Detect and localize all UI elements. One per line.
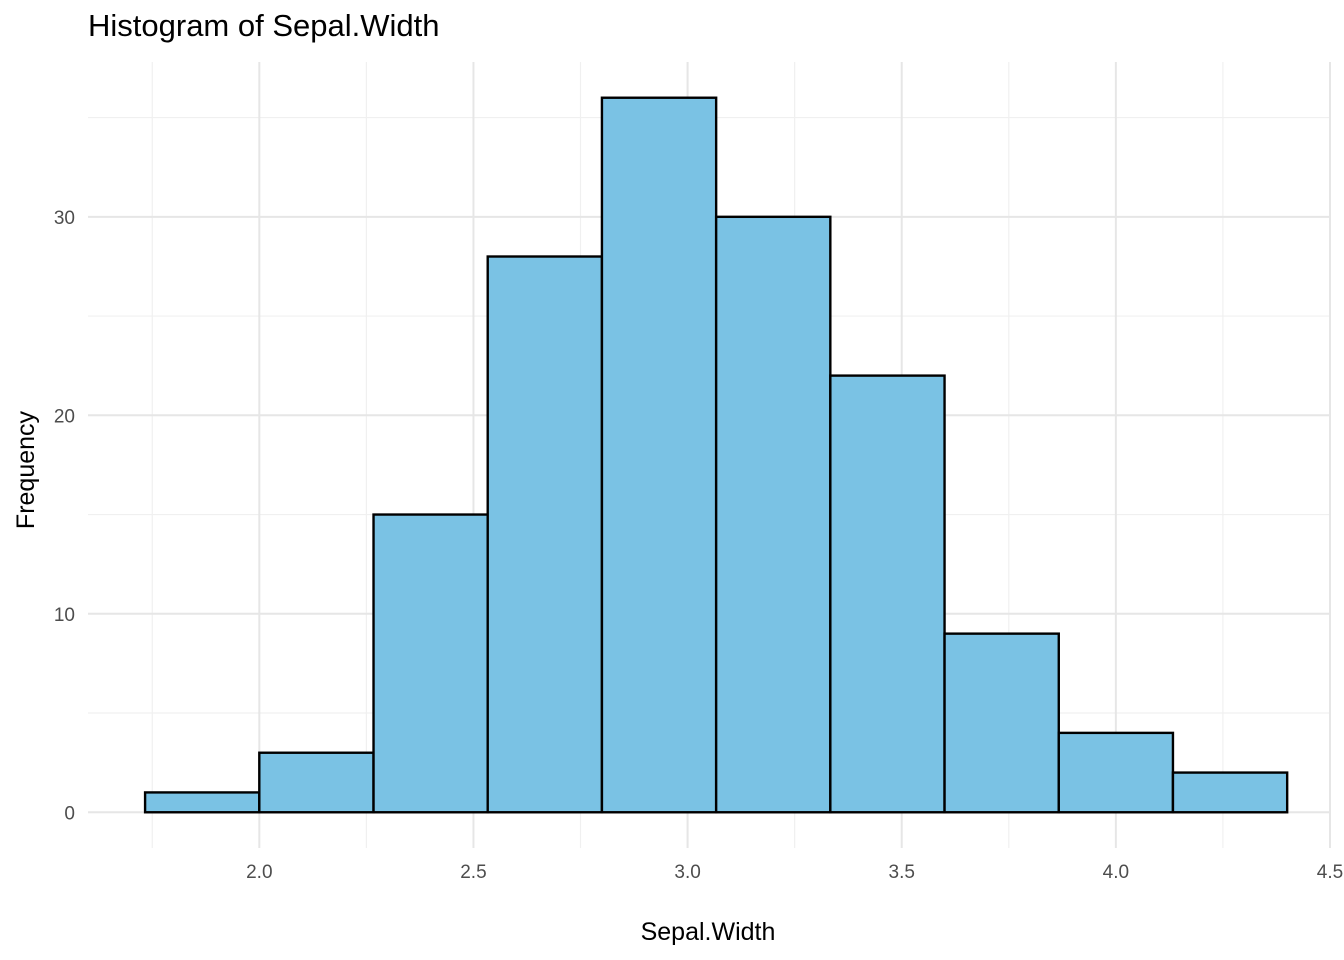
y-tick-label: 10 bbox=[54, 605, 75, 626]
x-tick-label: 2.5 bbox=[460, 862, 486, 883]
y-tick-label: 20 bbox=[54, 406, 75, 427]
y-tick-label: 30 bbox=[54, 208, 75, 229]
x-tick-label: 2.0 bbox=[246, 862, 272, 883]
x-axis-title: Sepal.Width bbox=[641, 918, 776, 946]
histogram-bar bbox=[1171, 771, 1289, 814]
y-tick-label: 0 bbox=[64, 803, 75, 824]
x-tick-label: 4.5 bbox=[1317, 862, 1343, 883]
x-tick-label: 3.0 bbox=[674, 862, 700, 883]
y-axis-tick-labels: 0 10 20 30 bbox=[54, 208, 75, 824]
histogram-bar bbox=[714, 215, 832, 814]
bars-layer bbox=[143, 96, 1289, 814]
chart-title: Histogram of Sepal.Width bbox=[88, 8, 440, 43]
histogram-bar bbox=[143, 791, 261, 814]
histogram-bar bbox=[1057, 731, 1175, 814]
x-tick-label: 3.5 bbox=[889, 862, 915, 883]
y-axis-title: Frequency bbox=[12, 410, 40, 529]
histogram-bar bbox=[486, 255, 604, 814]
histogram-bar bbox=[600, 96, 718, 814]
histogram-bar bbox=[372, 513, 489, 814]
histogram-bar bbox=[258, 751, 375, 814]
x-tick-label: 4.0 bbox=[1103, 862, 1129, 883]
histogram-bar bbox=[943, 632, 1060, 814]
histogram-bar bbox=[829, 374, 946, 814]
x-axis-tick-labels: 2.0 2.5 3.0 3.5 4.0 4.5 bbox=[246, 862, 1343, 883]
